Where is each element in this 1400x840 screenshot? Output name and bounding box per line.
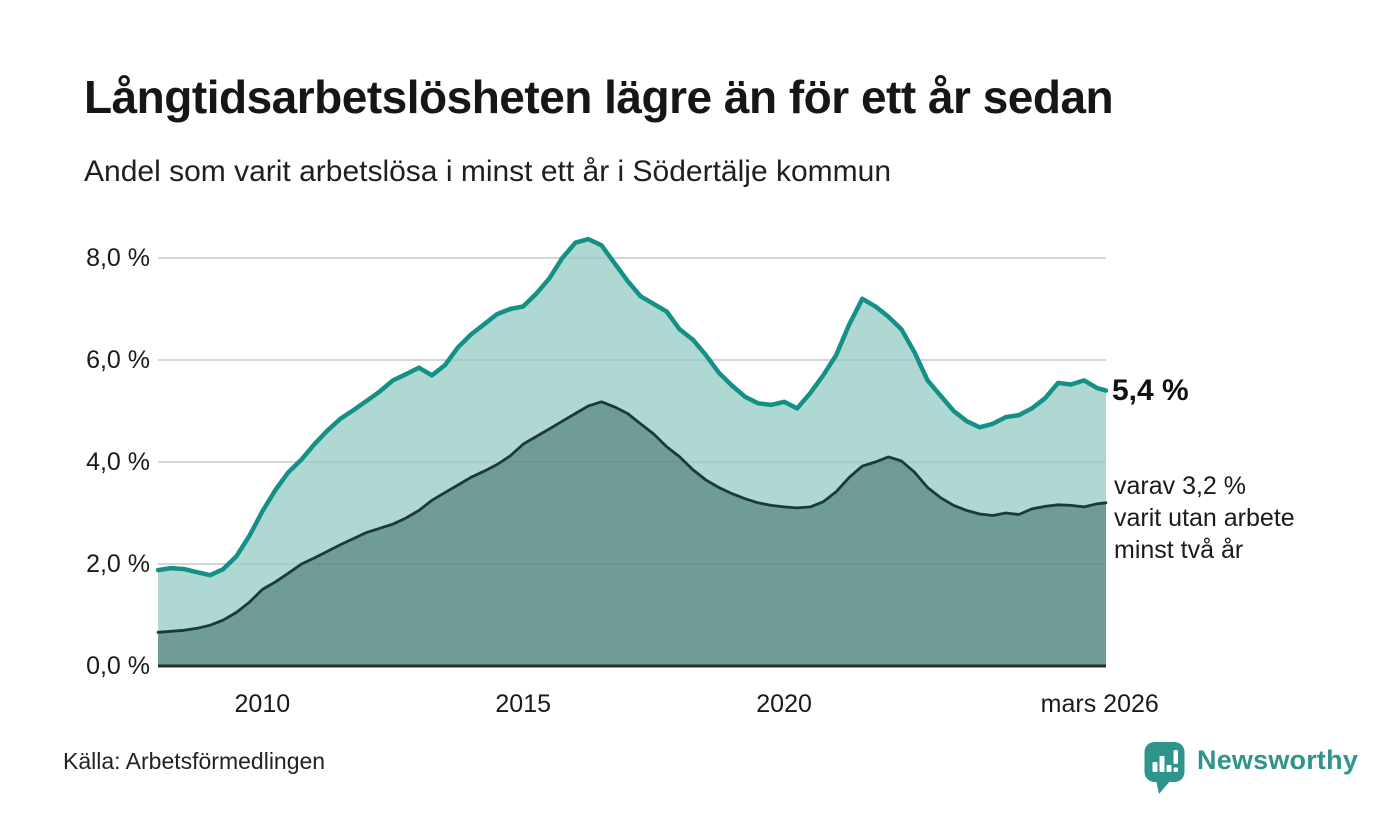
line-minst-ett-ar (155, 236, 1109, 578)
y-tick-label: 4,0 % (86, 448, 150, 476)
secondary-value-label: varav 3,2 % varit utan arbete minst två … (1114, 470, 1295, 566)
area-minst-tva-ar (158, 401, 1106, 666)
chart-bubble-icon (1144, 742, 1185, 794)
y-tick-label: 0,0 % (86, 652, 150, 680)
source-label: Källa: Arbetsförmedlingen (63, 748, 326, 774)
secondary-value-line: minst två år (1114, 536, 1244, 564)
x-tick-label: 2010 (234, 690, 291, 718)
latest-value-label: 5,4 % (1112, 374, 1189, 407)
newsworthy-wordmark: Newsworthy (1197, 745, 1359, 775)
x-tick-label: 2020 (756, 690, 812, 718)
secondary-value-line: varit utan arbete (1114, 504, 1295, 532)
chart-subtitle: Andel som varit arbetslösa i minst ett å… (84, 155, 891, 188)
newsworthy-logo: Newsworthy (1144, 741, 1358, 795)
y-tick-label: 8,0 % (86, 244, 150, 272)
secondary-value-line: varav 3,2 % (1114, 472, 1247, 500)
y-tick-label: 6,0 % (86, 346, 150, 374)
gridlines-overlay (158, 257, 1106, 565)
page-title: Långtidsarbetslösheten lägre än för ett … (84, 71, 1114, 123)
y-tick-label: 2,0 % (86, 550, 150, 578)
x-tick-label: 2015 (495, 690, 552, 718)
line-minst-tva-ar (156, 400, 1108, 634)
x-tick-label: mars 2026 (1040, 690, 1159, 718)
